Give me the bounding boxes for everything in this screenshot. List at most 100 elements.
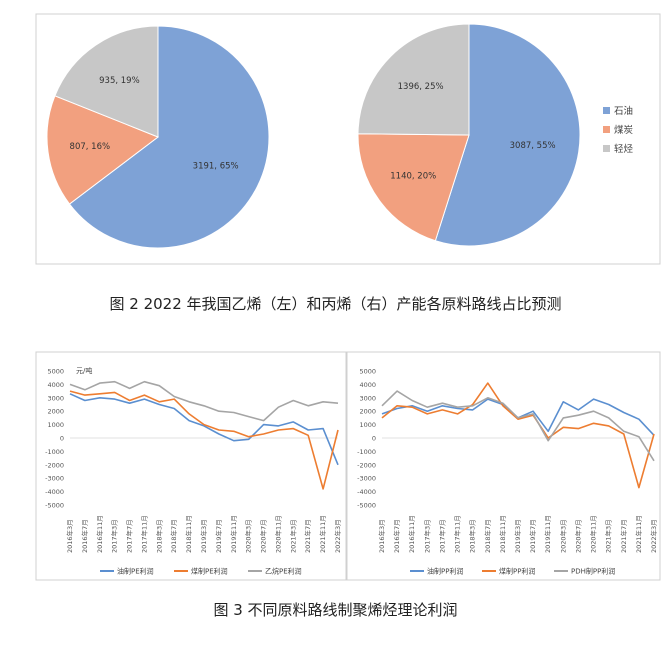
- line1-xtick-7: 2018年7月: [483, 519, 492, 553]
- line1-xtick-16: 2021年7月: [619, 519, 628, 553]
- pie0-data-label-1: 807, 16%: [70, 142, 111, 152]
- line1-ytick-8: -3000: [357, 475, 376, 483]
- pie1-slice-1: [357, 133, 470, 242]
- line0-ytick-2: 3000: [47, 394, 64, 402]
- line1-xtick-5: 2017年11月: [453, 515, 462, 553]
- figure3-right-frame: [346, 351, 661, 581]
- line1-legend-label-0: 油制PP利润: [427, 567, 463, 576]
- line0-series-1: [69, 390, 339, 490]
- line0-ytick-6: -1000: [45, 448, 64, 456]
- line0-xtick-16: 2021年7月: [303, 519, 312, 553]
- line1-xtick-2: 2016年11月: [407, 515, 416, 553]
- line0-xtick-15: 2021年3月: [288, 519, 297, 553]
- pie0-slice-1: [46, 95, 160, 205]
- line1-xtick-3: 2017年3月: [422, 519, 431, 553]
- line1-xtick-18: 2022年3月: [649, 519, 658, 553]
- line1-series-2: [381, 390, 655, 462]
- figure3-left-frame: [35, 351, 347, 581]
- line0-xtick-14: 2020年11月: [273, 515, 282, 553]
- line0-xtick-9: 2019年3月: [199, 519, 208, 553]
- pie0-slice-0: [68, 25, 270, 249]
- line1-ytick-10: -5000: [357, 502, 376, 510]
- pie0-slice-2: [54, 25, 159, 138]
- legend-label-1: 煤炭: [614, 124, 634, 136]
- line0-xtick-11: 2019年11月: [229, 515, 238, 553]
- line0-xtick-13: 2020年7月: [259, 519, 268, 553]
- line1-xtick-17: 2021年11月: [634, 515, 643, 553]
- line0-xtick-0: 2016年3月: [65, 519, 74, 553]
- line1-xtick-1: 2016年7月: [392, 519, 401, 553]
- line1-xtick-6: 2018年3月: [468, 519, 477, 553]
- line0-xtick-18: 2022年3月: [333, 519, 342, 553]
- line1-series-1: [381, 382, 655, 489]
- line0-xtick-6: 2018年3月: [154, 519, 163, 553]
- line0-xtick-2: 2016年11月: [95, 515, 104, 553]
- line1-xtick-14: 2020年11月: [589, 515, 598, 553]
- line0-legend-label-2: 乙烷PE利润: [265, 567, 302, 576]
- line0-xtick-7: 2018年7月: [169, 519, 178, 553]
- pie1-slice-0: [434, 23, 581, 247]
- line0-xtick-12: 2020年3月: [244, 519, 253, 553]
- legend-swatch-1: [603, 126, 610, 133]
- line0-series-2: [69, 380, 339, 422]
- line1-legend-label-2: PDH制PP利润: [571, 567, 615, 576]
- line-chart-pe-profit: 5000 4000 3000 2000 1000 0 -1000 -2000 -3000 -400…: [45, 366, 342, 576]
- pie-chart-propylene: 3087, 55% 1140, 20% 1396, 25%: [357, 23, 581, 247]
- line1-xtick-10: 2019年7月: [528, 519, 537, 553]
- line-chart-pp-profit: 5000 4000 3000 2000 1000 0 -1000 -2000 -3000 -400…: [357, 368, 658, 576]
- line1-legend-label-1: 煤制PP利润: [499, 567, 535, 576]
- legend-label-0: 石油: [614, 105, 633, 117]
- line1-ytick-0: 5000: [359, 368, 376, 376]
- line1-xtick-0: 2016年3月: [377, 519, 386, 553]
- line0-xtick-1: 2016年7月: [80, 519, 89, 553]
- line0-ytick-1: 4000: [47, 381, 64, 389]
- pie1-data-label-0: 3087, 55%: [510, 141, 556, 151]
- line0-series-0: [69, 393, 339, 466]
- line0-xtick-4: 2017年7月: [125, 519, 134, 553]
- line1-ytick-6: -1000: [357, 448, 376, 456]
- line1-xtick-9: 2019年3月: [513, 519, 522, 553]
- line0-xtick-3: 2017年3月: [110, 519, 119, 553]
- line0-legend-label-1: 煤制PE利润: [191, 567, 228, 576]
- pie0-data-label-0: 3191, 65%: [193, 162, 239, 172]
- line0-ytick-5: 0: [60, 435, 64, 443]
- line0-legend-label-0: 油制PE利润: [117, 567, 154, 576]
- pie1-data-label-2: 1396, 25%: [398, 82, 444, 92]
- line1-ytick-7: -2000: [357, 461, 376, 469]
- figure2-caption: 图 2 2022 年我国乙烯（左）和丙烯（右）产能各原料路线占比预测: [109, 295, 562, 313]
- pie-chart-ethylene: 3191, 65% 807, 16% 935, 19%: [46, 25, 270, 249]
- line0-xtick-10: 2019年7月: [214, 519, 223, 553]
- line0-xtick-8: 2018年11月: [184, 515, 193, 553]
- line0-ytick-9: -4000: [45, 488, 64, 496]
- line0-ytick-7: -2000: [45, 461, 64, 469]
- line0-ytick-4: 1000: [47, 421, 64, 429]
- line0-ytick-0: 5000: [47, 368, 64, 376]
- line1-ytick-4: 1000: [359, 421, 376, 429]
- line1-ytick-3: 2000: [359, 408, 376, 416]
- line1-xtick-12: 2020年3月: [558, 519, 567, 553]
- pie0-data-label-2: 935, 19%: [99, 76, 140, 86]
- legend-label-2: 轻烃: [614, 143, 634, 155]
- line1-ytick-9: -4000: [357, 488, 376, 496]
- line0-unit-label: 元/吨: [76, 366, 92, 375]
- legend-swatch-0: [603, 107, 610, 114]
- legend-swatch-2: [603, 145, 610, 152]
- line0-ytick-3: 2000: [47, 408, 64, 416]
- figure3-caption: 图 3 不同原料路线制聚烯烃理论利润: [213, 601, 458, 619]
- line1-xtick-11: 2019年11月: [543, 515, 552, 553]
- line1-ytick-5: 0: [372, 435, 376, 443]
- line1-ytick-1: 4000: [359, 381, 376, 389]
- line0-xtick-5: 2017年11月: [139, 515, 148, 553]
- line0-ytick-8: -3000: [45, 475, 64, 483]
- line1-xtick-15: 2021年3月: [604, 519, 613, 553]
- line1-xtick-13: 2020年7月: [573, 519, 582, 553]
- line1-ytick-2: 3000: [359, 394, 376, 402]
- line1-xtick-8: 2018年11月: [498, 515, 507, 553]
- line0-ytick-10: -5000: [45, 502, 64, 510]
- pie1-slice-2: [357, 23, 470, 136]
- line1-xtick-4: 2017年7月: [437, 519, 446, 553]
- pie1-data-label-1: 1140, 20%: [390, 171, 436, 181]
- line0-xtick-17: 2021年11月: [318, 515, 327, 553]
